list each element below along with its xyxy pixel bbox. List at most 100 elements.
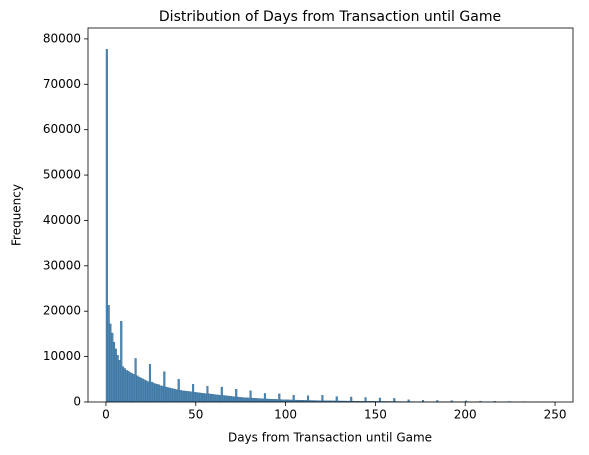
bar [165,386,168,403]
y-tick-label: 50000 [43,168,81,182]
bar [121,366,125,403]
bar [150,381,153,403]
bar [118,360,121,403]
x-tick-label: 100 [274,408,297,422]
bar [220,386,223,403]
bar [177,379,180,403]
bar [138,376,141,403]
bar [129,372,132,403]
bar [197,392,200,403]
bar [251,397,254,403]
bar [179,390,182,403]
bar [321,395,324,403]
y-tick-label: 0 [73,395,81,409]
bar [213,394,216,403]
x-tick-label: 50 [188,408,203,422]
bar [132,374,135,403]
bar [235,389,238,403]
y-tick-label: 80000 [43,31,81,45]
plot-area [105,49,556,403]
bar [161,385,164,403]
bar [156,384,159,403]
bar [152,382,155,403]
bar [254,398,258,403]
bar [211,394,214,403]
bar [120,321,123,403]
x-tick-label: 150 [364,408,387,422]
bar [206,385,209,403]
bar [114,348,117,403]
y-tick-label: 40000 [43,213,81,227]
bar [192,384,195,403]
bar [105,49,108,403]
bar [159,385,162,403]
bar [227,395,231,403]
bar [107,305,110,403]
bar [242,397,245,403]
x-axis-label: Days from Transaction until Game [228,431,432,445]
bar [172,388,175,403]
bar [143,379,146,403]
bar [224,395,227,403]
bar [195,392,198,403]
bar [263,393,266,403]
bar [193,392,196,403]
bar [245,397,249,403]
axes-frame [87,27,574,403]
bar [201,392,204,403]
bar [202,393,205,403]
bar [130,373,134,403]
bar [199,392,202,403]
x-tick-label: 200 [454,408,477,422]
bar [154,383,157,403]
bar [170,388,173,403]
bar [139,377,143,403]
bar [253,398,256,403]
y-tick-label: 20000 [43,304,81,318]
bar [269,398,272,403]
bar [267,398,270,403]
bar [218,395,222,403]
bar [184,390,187,403]
bar [240,397,243,403]
bar [186,391,189,403]
bar [111,332,114,403]
bar [147,381,150,403]
bar [350,396,353,403]
bar [183,390,186,403]
bar [166,387,169,403]
x-tick-label: 250 [544,408,567,422]
bar [217,394,220,403]
bar [233,396,236,403]
bar [134,358,137,403]
bar [136,375,139,403]
bar [222,395,225,403]
bar [226,395,229,403]
bar [127,370,130,403]
y-tick-label: 60000 [43,122,81,136]
bar [145,380,148,403]
x-tick-label: 0 [102,408,110,422]
bar [112,341,116,403]
y-tick-label: 70000 [43,77,81,91]
bar [204,393,207,403]
bar [271,399,274,403]
bar [175,389,178,403]
chart-title: Distribution of Days from Transaction un… [159,9,501,25]
bar [292,395,295,403]
bar [190,391,193,403]
y-tick-label: 10000 [43,349,81,363]
bar [188,391,191,403]
bar [148,364,152,403]
bar [125,370,128,403]
bar [265,398,268,403]
bar [215,394,218,403]
bar [247,397,250,403]
bar [174,389,177,403]
bar [249,390,252,403]
bar [123,368,126,403]
bar [209,393,213,403]
bar [168,387,171,403]
bar [229,396,232,403]
